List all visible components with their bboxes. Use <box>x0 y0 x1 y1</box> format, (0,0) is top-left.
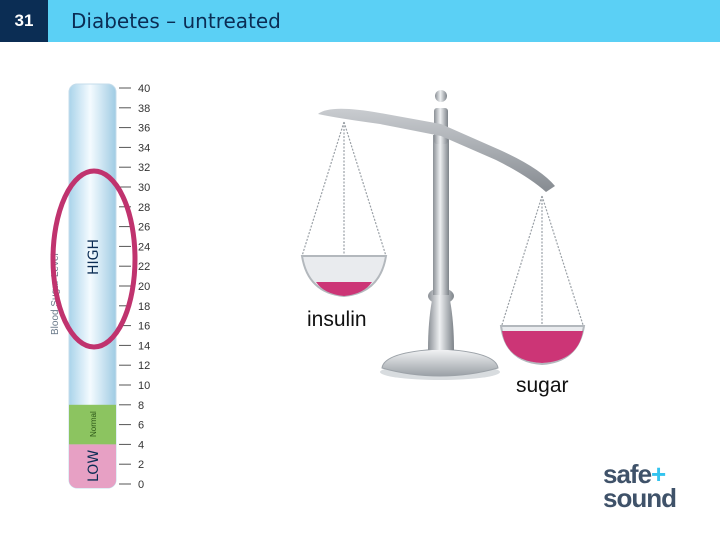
scale-foot <box>428 300 454 350</box>
scale-base <box>381 348 499 377</box>
meter-tick-label: 40 <box>138 83 150 95</box>
left-pan-chains <box>301 121 387 257</box>
logo-line-1: safe+ <box>603 459 698 489</box>
meter-tick-label: 0 <box>138 479 144 491</box>
insulin-label: insulin <box>307 308 367 331</box>
meter-low-zone <box>69 444 116 488</box>
meter-tick-label: 30 <box>138 182 150 194</box>
meter-tick-label: 38 <box>138 103 150 115</box>
balance-scale <box>300 90 586 380</box>
meter-tick-label: 10 <box>138 380 150 392</box>
meter-tick-label: 36 <box>138 123 150 135</box>
slide-number: 31 <box>0 0 48 42</box>
meter-tick-label: 18 <box>138 301 150 313</box>
right-pan-chains <box>500 195 585 329</box>
right-pan-fill <box>502 331 583 363</box>
meter-tick-label: 6 <box>138 420 144 432</box>
meter-tick-label: 16 <box>138 321 150 333</box>
low-label: LOW <box>86 450 102 482</box>
meter-tick-label: 14 <box>138 340 150 352</box>
sugar-label: sugar <box>516 374 569 397</box>
logo-word-safe: safe <box>603 459 652 489</box>
scale-beam <box>318 108 555 192</box>
safe-sound-logo: safe+ sound <box>603 459 698 514</box>
title-bar: 31 Diabetes – untreated <box>0 0 720 42</box>
meter-normal-zone <box>69 404 116 445</box>
meter-tick-label: 12 <box>138 360 150 372</box>
meter-tick-label: 4 <box>138 439 144 451</box>
meter-tick-label: 8 <box>138 400 144 412</box>
meter-tick-label: 26 <box>138 222 150 234</box>
meter-tick-label: 2 <box>138 459 144 471</box>
scale-pole <box>433 135 449 295</box>
left-pan-fill <box>316 282 372 296</box>
high-label: HIGH <box>86 239 102 275</box>
slide-title: Diabetes – untreated <box>71 9 281 33</box>
left-pan <box>300 254 388 298</box>
logo-plus-icon: + <box>651 459 666 489</box>
normal-label: Normal <box>89 411 98 437</box>
right-pan <box>499 324 586 366</box>
meter-tick-label: 28 <box>138 202 150 214</box>
high-zone-oval <box>50 168 138 350</box>
meter-tick-label: 32 <box>138 162 150 174</box>
meter-tick-label: 34 <box>138 142 150 154</box>
meter-tick-label: 20 <box>138 281 150 293</box>
meter-tick-label: 22 <box>138 261 150 273</box>
logo-word-sound: sound <box>603 483 677 513</box>
meter-tick-label: 24 <box>138 241 150 253</box>
scale-finial <box>435 90 447 102</box>
